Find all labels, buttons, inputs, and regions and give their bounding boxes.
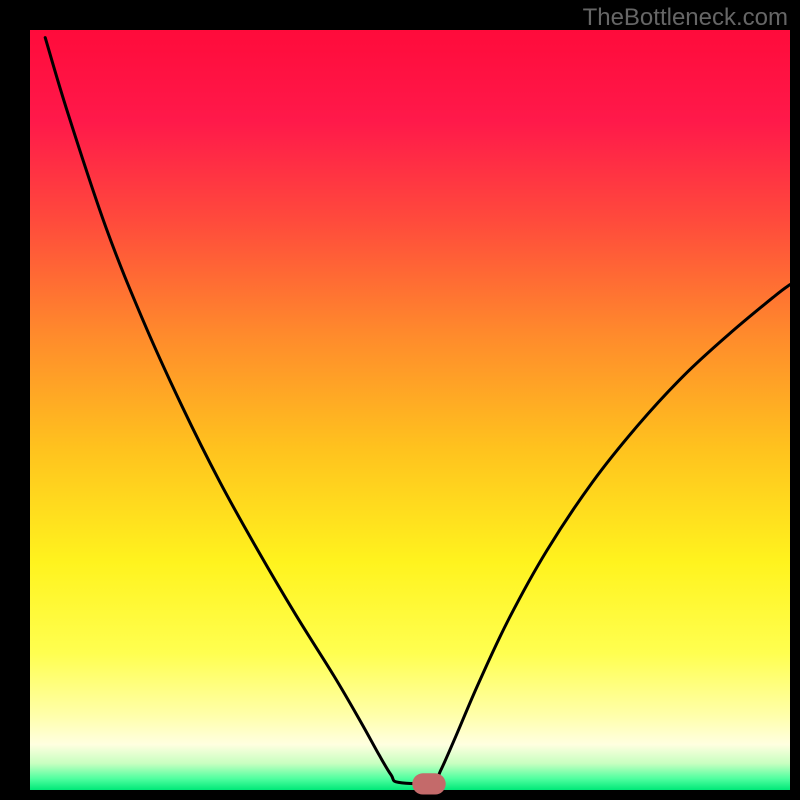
chart-container: TheBottleneck.com (0, 0, 800, 800)
watermark-text: TheBottleneck.com (583, 4, 788, 32)
bottleneck-chart (0, 0, 800, 800)
plot-area (30, 30, 790, 790)
optimal-marker (412, 773, 445, 794)
